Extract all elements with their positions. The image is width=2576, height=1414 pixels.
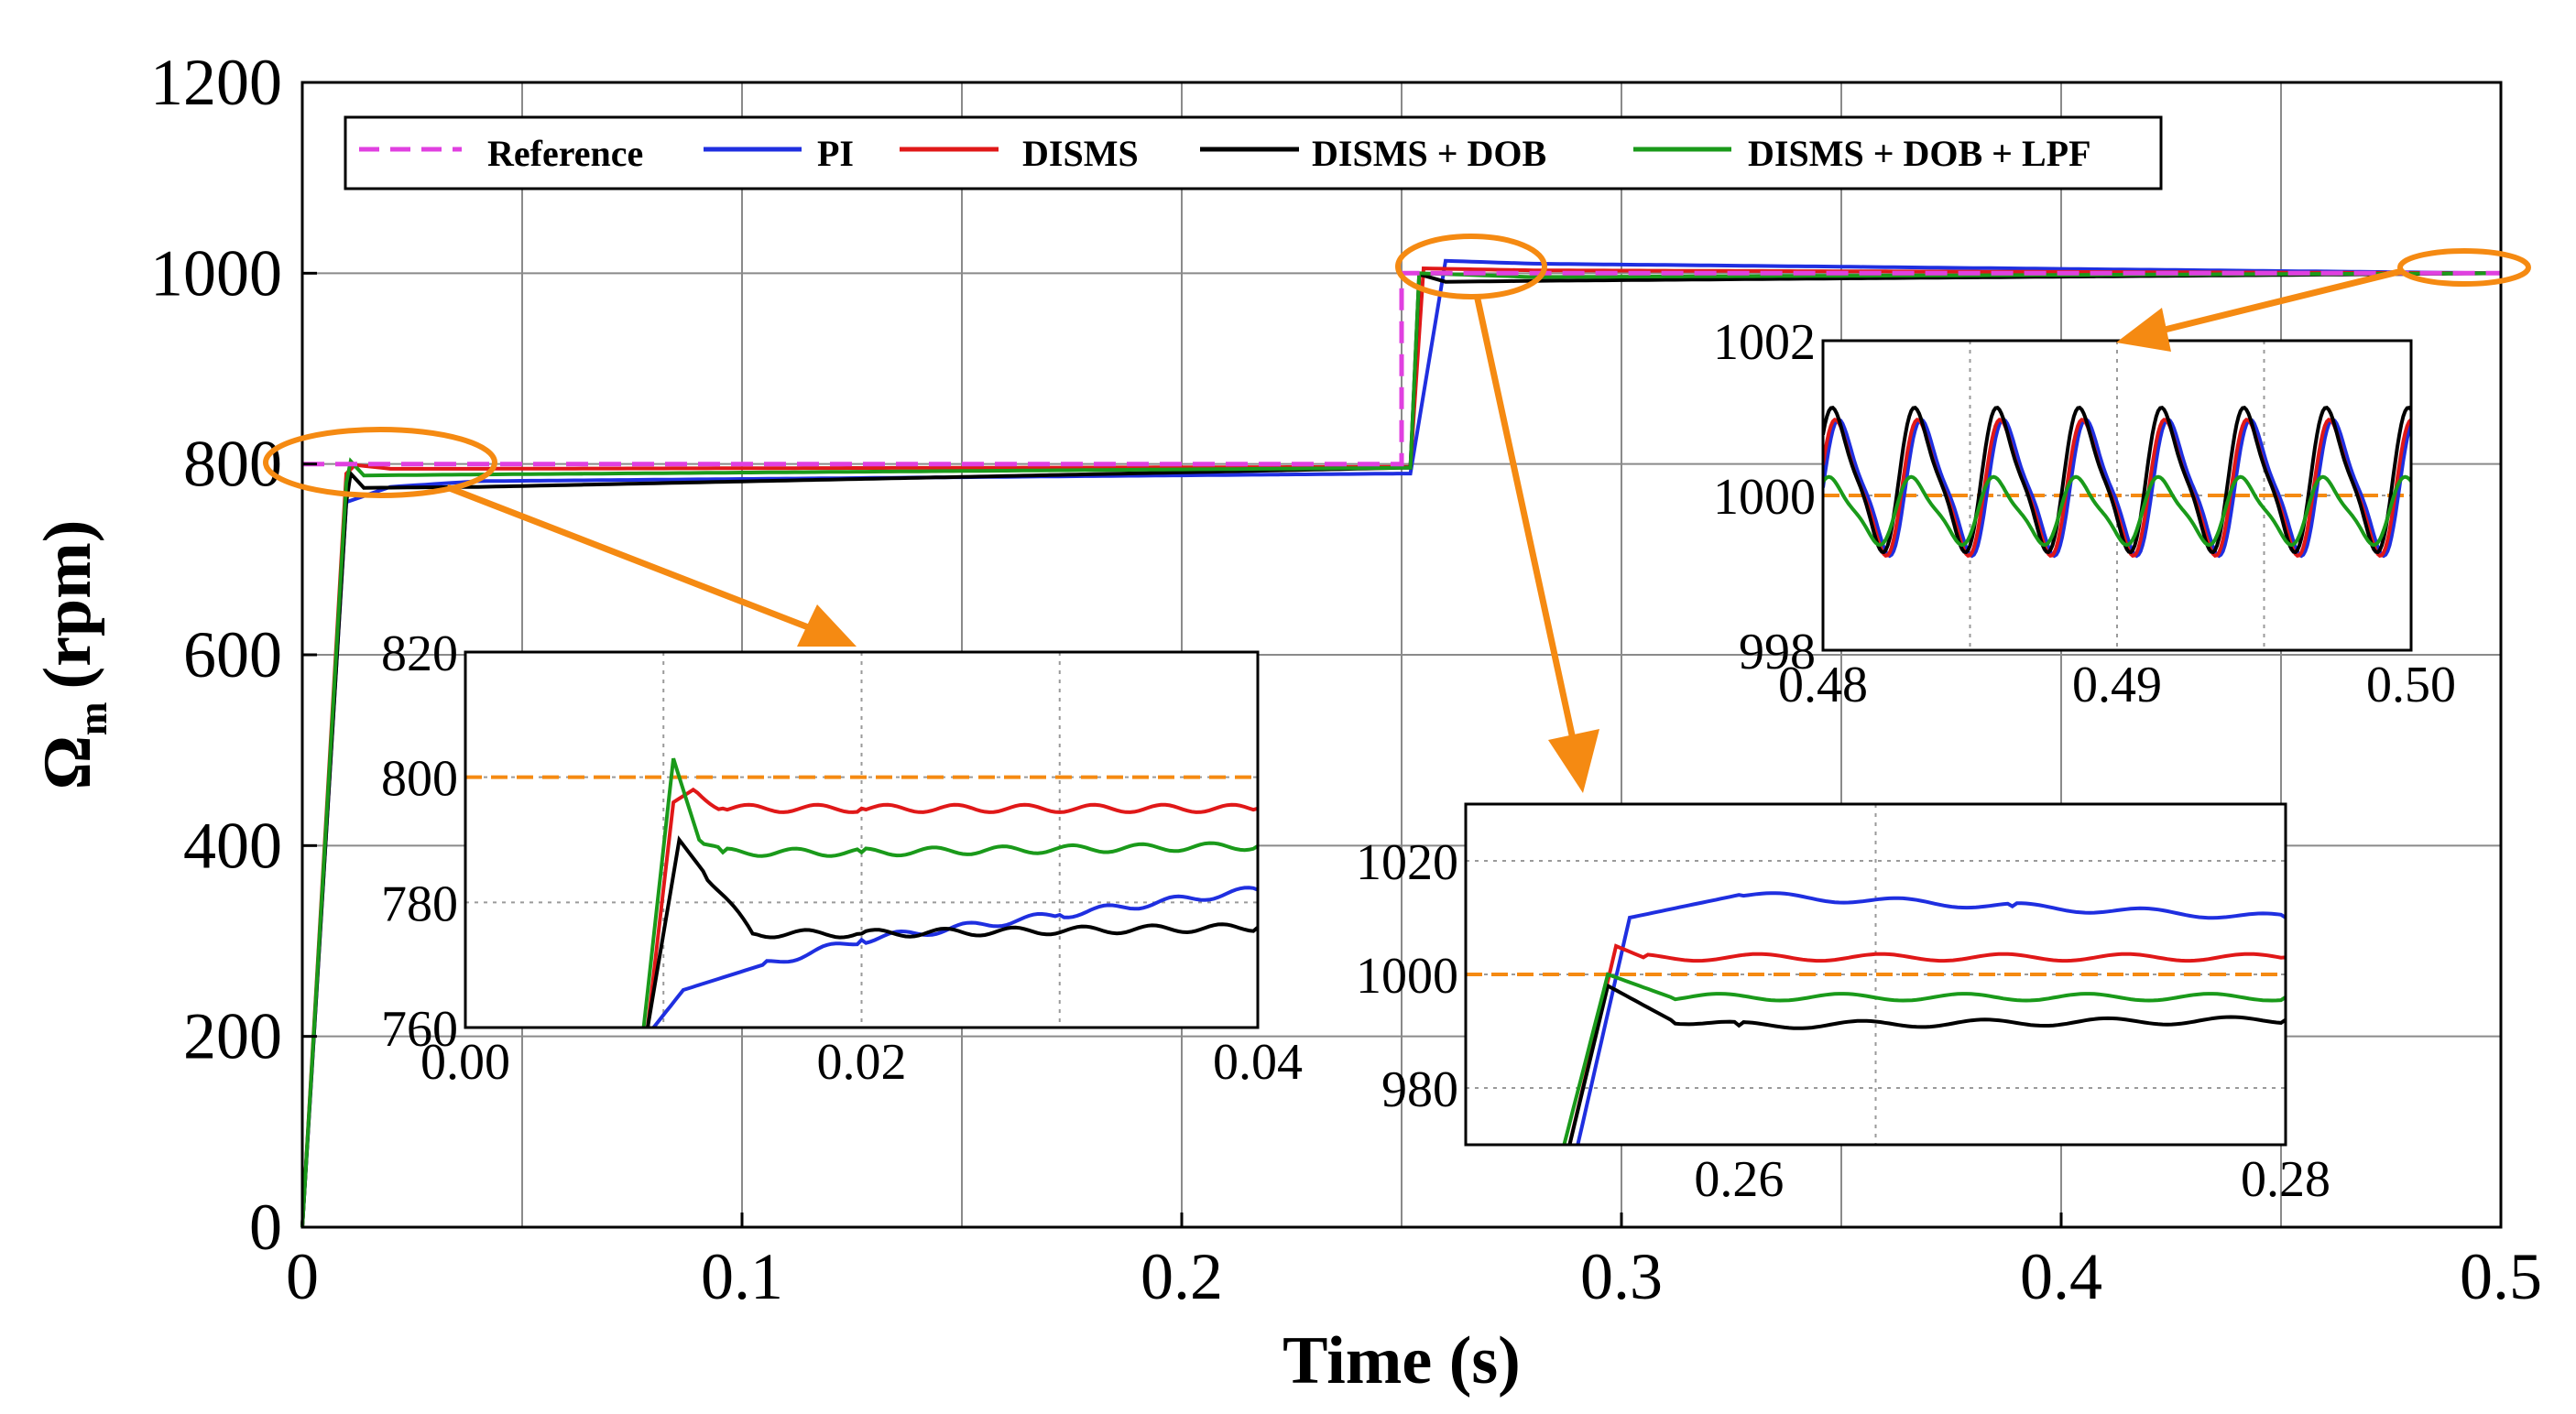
legend-label-disms-dob: DISMS + DOB xyxy=(1312,133,1546,174)
inset-step-zoom: 0.26 0.28 980 1000 1020 xyxy=(1356,802,2330,1208)
y-axis-title: Ωm (rpm) xyxy=(30,520,115,790)
x-tick-label: 0.1 xyxy=(701,1240,783,1313)
inset-y-tick-label: 980 xyxy=(1381,1061,1458,1118)
y-axis-unit: (rpm) xyxy=(30,520,105,690)
inset-lines xyxy=(1823,406,2411,559)
inset-x-tick-label: 0.04 xyxy=(1213,1034,1303,1091)
x-tick-label: 0.3 xyxy=(1580,1240,1663,1313)
inset-y-tick-label: 760 xyxy=(381,1001,458,1058)
highlight-ellipse-steady xyxy=(2397,248,2531,287)
inset-x-tick-label: 0.28 xyxy=(2241,1151,2330,1208)
inset-y-tick-label: 998 xyxy=(1739,624,1816,680)
inset-y-tick-label: 820 xyxy=(381,625,458,682)
inset-lines xyxy=(1466,891,2286,1145)
y-tick-label: 1000 xyxy=(150,236,282,310)
inset-x-tick-label: 0.00 xyxy=(420,1034,510,1091)
highlight-ellipse-start xyxy=(263,427,497,498)
series-line-pi xyxy=(300,258,2502,1228)
inset-series-pi xyxy=(1576,891,2286,1145)
inset-y-tick-label: 1002 xyxy=(1713,314,1816,371)
y-axis-subscript: m xyxy=(71,702,115,736)
inset-y-tick-label: 1000 xyxy=(1713,469,1816,526)
inset-x-tick-label: 0.48 xyxy=(1778,657,1868,713)
inset-series-disms xyxy=(646,787,1258,1028)
legend-label-reference: Reference xyxy=(487,133,643,174)
inset-x-tick-label: 0.26 xyxy=(1694,1151,1784,1208)
main-plot-lines xyxy=(300,258,2502,1228)
inset-series-disms-dob-lpf xyxy=(1823,474,2411,548)
x-tick-label: 0.5 xyxy=(2460,1240,2542,1313)
y-tick-label: 600 xyxy=(183,618,282,691)
arrow-head-steady-zoom xyxy=(2116,308,2171,352)
inset-y-tick-label: 1000 xyxy=(1356,948,1458,1005)
y-tick-label: 0 xyxy=(249,1191,282,1264)
x-tick-label: 0 xyxy=(286,1240,319,1313)
arrow-to-steady-zoom xyxy=(2156,267,2403,335)
inset-lines xyxy=(465,757,1258,1028)
inset-series-disms-dob-lpf xyxy=(641,757,1258,1028)
inset-y-tick-label: 780 xyxy=(381,876,458,932)
y-axis-symbol: Ω xyxy=(30,735,105,789)
arrow-to-step-zoom xyxy=(1473,294,1577,745)
arrow-head-step-zoom xyxy=(1548,729,1599,793)
inset-series-disms xyxy=(1567,943,2286,1145)
inset-steady-zoom: 0.48 0.49 0.50 998 1000 1002 xyxy=(1713,314,2456,713)
highlight-ellipse-step xyxy=(1395,234,1547,299)
inset-frame xyxy=(464,650,1260,1029)
inset-y-tick-label: 1020 xyxy=(1356,834,1458,891)
x-tick-label: 0.4 xyxy=(2020,1240,2102,1313)
inset-start-zoom: 0.00 0.02 0.04 760 780 800 820 xyxy=(381,625,1303,1091)
inset-series-disms-dob xyxy=(646,835,1258,1028)
inset-series-pi xyxy=(651,886,1258,1028)
legend: Reference PI DISMS DISMS + DOB DISMS + D… xyxy=(344,115,2163,190)
legend-label-disms: DISMS xyxy=(1022,133,1139,174)
y-tick-label: 1200 xyxy=(150,46,282,119)
zoom-arrows xyxy=(445,267,2403,793)
svg-text:Ωm(rpm): Ωm (rpm) xyxy=(30,520,115,790)
x-axis-title: Time (s) xyxy=(1283,1323,1521,1398)
inset-series-disms-dob xyxy=(1567,983,2286,1145)
series-line-reference xyxy=(302,270,2501,467)
inset-y-tick-label: 800 xyxy=(381,751,458,808)
y-tick-label: 200 xyxy=(183,1000,282,1073)
inset-frame xyxy=(1821,339,2413,652)
inset-x-tick-label: 0.50 xyxy=(2366,657,2456,713)
inset-series-disms-dob-lpf xyxy=(1562,972,2286,1145)
highlight-markers xyxy=(263,234,2531,498)
arrow-head-start-zoom xyxy=(797,604,857,647)
inset-series-disms-dob xyxy=(1823,406,2411,555)
x-tick-label: 0.2 xyxy=(1141,1240,1223,1313)
inset-x-tick-label: 0.49 xyxy=(2072,657,2162,713)
arrow-to-start-zoom xyxy=(445,484,817,634)
y-tick-label: 400 xyxy=(183,809,282,882)
legend-label-pi: PI xyxy=(817,133,854,174)
inset-frame xyxy=(1464,802,2287,1147)
legend-label-disms-dob-lpf: DISMS + DOB + LPF xyxy=(1748,133,2091,174)
inset-x-tick-label: 0.02 xyxy=(817,1034,907,1091)
